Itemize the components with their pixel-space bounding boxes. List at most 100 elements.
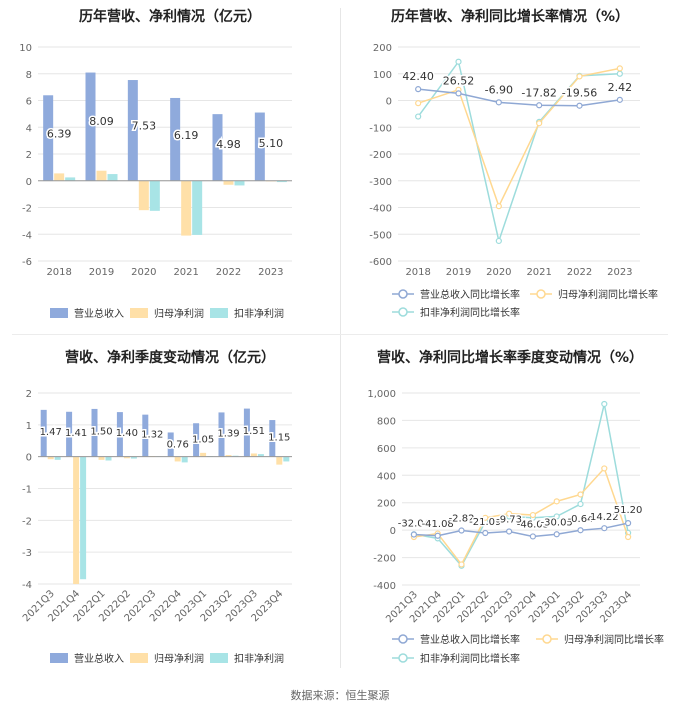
data-label: 6.19	[174, 129, 199, 142]
bar	[54, 456, 61, 460]
data-point	[616, 70, 623, 77]
y-tick-label: -300	[369, 177, 392, 188]
bar	[149, 180, 160, 211]
legend-swatch	[50, 653, 68, 663]
vertical-divider	[340, 8, 341, 668]
data-point	[455, 58, 462, 65]
data-label: -0.64	[568, 514, 594, 525]
y-tick-label: 600	[377, 444, 396, 455]
y-tick-label: 2	[26, 150, 32, 161]
y-tick-label: -200	[373, 554, 396, 565]
y-tick-label: -600	[369, 257, 392, 268]
data-point	[601, 525, 608, 532]
legend-marker	[398, 289, 408, 299]
data-label: 42.40	[402, 70, 434, 83]
data-point	[410, 531, 418, 538]
data-point	[506, 510, 513, 517]
x-tick-label: 2020	[131, 267, 156, 278]
data-point	[625, 520, 632, 527]
data-point	[495, 99, 502, 106]
legend-label: 营业总收入同比增长率	[420, 633, 520, 646]
y-tick-label: 10	[19, 43, 32, 54]
bar	[85, 72, 96, 181]
data-point	[553, 513, 560, 520]
x-tick-label: 2023	[607, 267, 632, 278]
y-tick-label: -200	[369, 150, 392, 161]
data-label: 2.42	[608, 81, 633, 94]
data-point	[576, 102, 583, 109]
bar	[276, 180, 287, 183]
annual-bar-panel: 历年营收、净利情况（亿元） -6 -4 -2 0 2 4 6 8 10 2018 2019 2020 2…	[0, 0, 340, 334]
bar	[212, 114, 223, 181]
quarterly-growth-title: 营收、净利同比增长率季度变动情况（%）	[376, 350, 644, 366]
y-tick-label: 200	[373, 43, 392, 54]
data-label: 26.52	[443, 74, 475, 87]
data-label: 1.41	[65, 428, 87, 439]
series-line	[413, 522, 629, 538]
data-label: 4.98	[216, 138, 241, 151]
y-tick-label: -400	[369, 204, 392, 215]
legend-label: 营业总收入	[74, 652, 124, 665]
bar	[223, 180, 234, 185]
data-label: 1.05	[192, 434, 214, 445]
y-tick-label: 800	[377, 416, 396, 427]
y-tick-label: -2	[22, 204, 32, 215]
bar	[234, 180, 245, 186]
data-point	[529, 533, 536, 540]
legend-swatch	[210, 653, 228, 663]
bar	[105, 456, 112, 461]
legend-swatch	[50, 308, 68, 318]
data-source: 数据来源：恒生聚源	[290, 689, 390, 702]
bar	[167, 432, 174, 457]
data-label: 7.53	[132, 119, 157, 132]
data-point	[553, 498, 560, 505]
y-tick-label: 1	[26, 421, 32, 432]
x-tick-label: 2021	[526, 267, 551, 278]
data-point	[506, 528, 513, 535]
data-point	[616, 65, 623, 72]
y-tick-label: 6	[26, 97, 32, 108]
y-tick-label: 400	[377, 471, 396, 482]
bar	[127, 80, 138, 181]
bar	[107, 174, 118, 181]
data-label: 1.40	[116, 428, 138, 439]
legend-label: 营业总收入	[74, 307, 124, 320]
y-tick-label: -400	[373, 581, 396, 592]
data-label: 1.47	[40, 427, 62, 438]
x-tick-label: 2019	[89, 267, 114, 278]
data-point	[458, 561, 465, 568]
series-line	[418, 88, 620, 107]
y-tick-label: -100	[369, 123, 392, 134]
horizontal-divider	[12, 334, 668, 335]
y-tick-label: -500	[369, 230, 392, 241]
bar	[116, 412, 123, 457]
annual-growth-title: 历年营收、净利同比增长率情况（%）	[390, 9, 630, 25]
bar	[130, 456, 137, 459]
bar	[192, 180, 203, 235]
data-label: -46.03	[517, 519, 549, 530]
data-label: -19.56	[562, 87, 597, 100]
data-point	[577, 527, 584, 534]
bar	[80, 456, 87, 580]
y-tick-label: 100	[373, 70, 392, 81]
bar	[250, 453, 257, 457]
data-point	[576, 73, 583, 80]
bar	[218, 412, 225, 457]
series-line	[413, 466, 629, 566]
data-label: 5.10	[259, 137, 284, 150]
data-point	[577, 500, 584, 508]
legend-label: 归母净利润同比增长率	[558, 288, 658, 301]
legend-label: 扣非净利润	[234, 652, 284, 665]
annual-growth-chart: -600 -500 -400 -300 -200 -100 0 100 200 2018 2019 2…	[369, 43, 658, 319]
y-tick-label: -4	[22, 580, 32, 591]
bar	[254, 112, 265, 181]
data-label: 14.22	[590, 512, 619, 523]
legend-label: 归母净利润同比增长率	[564, 633, 664, 646]
y-tick-label: 2	[26, 389, 32, 400]
quarterly-bar-title: 营收、净利季度变动情况（亿元）	[65, 350, 275, 366]
quarterly-bar-panel: 营收、净利季度变动情况（亿元） -4 -3 -2 -1 0 1 2 2021Q3 2021Q4 2…	[0, 336, 340, 676]
data-label: -17.82	[521, 86, 556, 99]
legend-marker	[398, 634, 408, 644]
bar	[43, 95, 54, 181]
bar	[40, 409, 47, 457]
